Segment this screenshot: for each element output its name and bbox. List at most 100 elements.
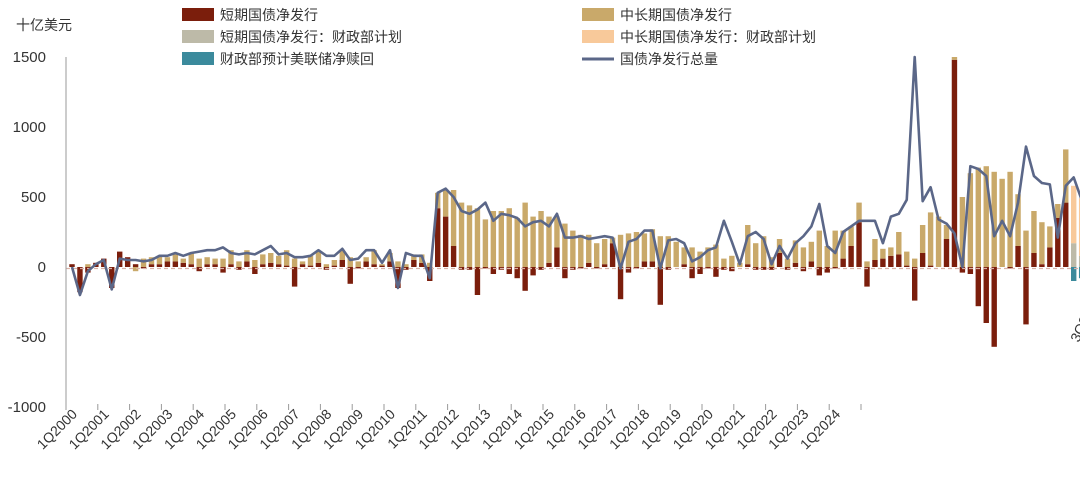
short-term-bar [164, 261, 171, 267]
short-term-bar [244, 261, 250, 267]
long-term-bar [601, 239, 608, 265]
long-term-bar [347, 257, 353, 267]
short-term-bar [975, 267, 981, 307]
short-term-bar [307, 265, 314, 267]
short-term-bar [594, 267, 600, 269]
short-term-bar [268, 262, 274, 267]
short-term-bar [490, 267, 497, 274]
long-term-bar [442, 190, 449, 217]
axis-layer [65, 57, 862, 410]
short-term-bar [927, 265, 934, 267]
short-term-bar [371, 264, 377, 267]
short-term-bar [689, 267, 695, 279]
short-term-bar [299, 264, 306, 267]
long-term-bar [363, 257, 369, 262]
long-term-bar [307, 255, 314, 266]
short-term-bar [562, 267, 568, 279]
long-term-bar [1023, 230, 1029, 267]
y-tick-label: 1500 [13, 49, 46, 66]
short-term-bar [220, 267, 226, 273]
y-tick-label: 1000 [13, 119, 46, 136]
short-term-bar [474, 267, 481, 295]
short-term-bar [546, 262, 552, 267]
short-term-bar [466, 267, 473, 270]
short-term-bar [896, 254, 902, 267]
short-term-bar [943, 239, 950, 267]
short-term-bar [816, 267, 822, 276]
short-term-bar [395, 267, 401, 288]
short-term-bar [768, 267, 775, 270]
long-term-bar [880, 248, 886, 259]
long-term-bar [633, 232, 640, 267]
long-term-bar [864, 261, 870, 267]
long-term-bar [1047, 226, 1053, 248]
long-term-bar [164, 257, 171, 262]
long-term-bar [482, 219, 489, 267]
short-term-bar [435, 208, 441, 267]
short-term-bar [283, 265, 290, 267]
long-term-bar [570, 230, 576, 267]
long-term-bar [299, 261, 306, 265]
long-term-bar [927, 212, 934, 266]
long-term-bar [546, 216, 552, 263]
short-term-bar [522, 267, 528, 291]
short-term-bar [252, 267, 258, 274]
short-term-bar [291, 267, 298, 287]
long-term-bar [450, 190, 457, 246]
y-axis-ticks: 1500 1000 500 0 -500 -1000 [8, 49, 46, 416]
short-term-bar [77, 267, 83, 293]
short-term-bar [188, 264, 194, 267]
long-term-bar [395, 261, 401, 267]
long-term-bar [1007, 171, 1013, 267]
short-term-bar [848, 246, 854, 267]
long-term-bar [967, 173, 974, 267]
long-term-bar [991, 171, 997, 267]
short-term-bar [641, 261, 648, 267]
short-term-bar [705, 267, 711, 269]
short-term-bar [1023, 267, 1029, 325]
short-term-bar [212, 264, 218, 267]
short-term-bar [1031, 253, 1037, 267]
long-term-bar [697, 251, 703, 267]
short-term-bar [919, 253, 926, 267]
long-term-bar [498, 211, 504, 267]
short-term-bar [912, 267, 918, 301]
short-term-bar [419, 262, 425, 267]
legend-item: 短期国债净发行 [182, 8, 318, 24]
legend-swatch [582, 30, 614, 43]
legend-label: 财政部预计美联储净赎回 [220, 51, 374, 68]
short-term-bar [204, 264, 210, 267]
long-term-bar [848, 226, 854, 246]
short-term-bar [124, 257, 131, 267]
legend-label: 中长期国债净发行 [620, 8, 732, 24]
total-issuance-line [70, 55, 1080, 297]
long-term-bar [371, 250, 377, 265]
short-term-bar [1063, 202, 1069, 267]
short-term-bar [713, 267, 719, 277]
short-term-bar [180, 262, 186, 267]
long-term-bar [824, 246, 830, 267]
long-term-bar [466, 205, 473, 267]
legend-label: 短期国债净发行 [220, 8, 318, 24]
long-term-bar [784, 258, 791, 267]
long-term-bar [856, 202, 862, 223]
legend-item: 短期国债净发行：财政部计划 [182, 30, 402, 46]
long-term-bar [220, 258, 226, 267]
long-term-bar [792, 240, 799, 263]
short-term-bar [379, 265, 385, 267]
short-term-bar [983, 267, 989, 323]
long-term-bar [983, 166, 989, 267]
long-term-bar [530, 216, 536, 267]
long-term-bar [959, 197, 966, 267]
short-term-bar [808, 261, 815, 267]
long-term-bar [522, 202, 528, 267]
short-plan-bar [1071, 243, 1077, 267]
long-term-bar [315, 251, 322, 263]
legend-label: 中长期国债净发行：财政部计划 [620, 30, 816, 46]
short-term-bar [609, 243, 616, 267]
short-term-bar [387, 261, 393, 267]
long-term-bar [379, 264, 385, 266]
long-term-bar [276, 255, 282, 265]
short-term-bar [554, 247, 560, 267]
